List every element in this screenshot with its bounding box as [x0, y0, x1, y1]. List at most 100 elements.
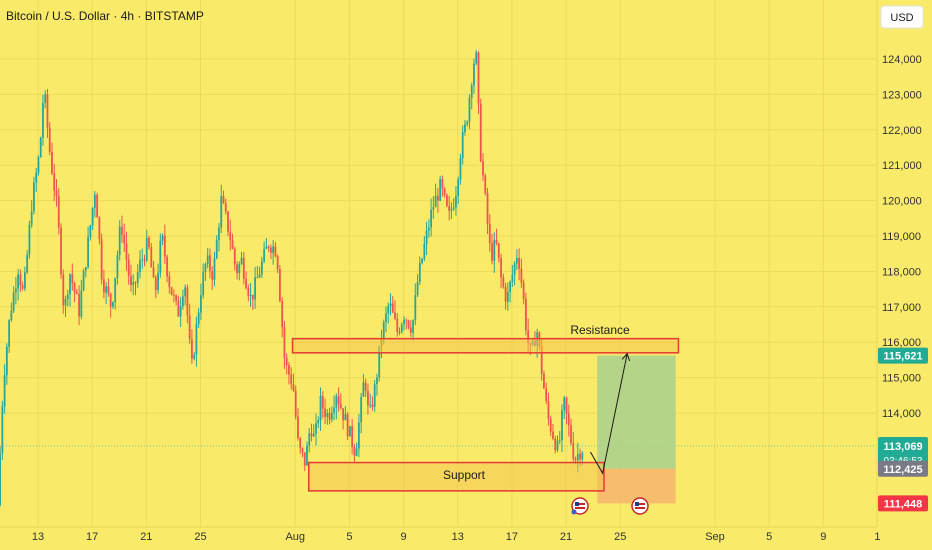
candle-body: [326, 413, 329, 417]
candle-body: [466, 121, 469, 125]
y-tick-label: 117,000: [882, 302, 921, 314]
candle-body: [554, 438, 557, 450]
candle-body: [73, 283, 76, 293]
candle-body: [461, 132, 464, 159]
candle-body: [509, 281, 511, 292]
candle-body: [161, 235, 164, 241]
candles: [0, 49, 584, 507]
candle-body: [567, 413, 570, 426]
candle-body: [254, 277, 256, 300]
candle-body: [360, 396, 363, 423]
candle-body: [373, 384, 376, 407]
y-tick-label: 115,000: [882, 373, 921, 385]
candle-body: [21, 285, 24, 289]
candle-body: [57, 195, 60, 228]
resistance-zone[interactable]: [291, 337, 680, 354]
candle-body: [396, 318, 399, 333]
candle-body: [100, 239, 103, 280]
candle-body: [342, 408, 345, 421]
candle-body: [245, 278, 247, 289]
candle-body: [500, 258, 502, 278]
candle-body: [308, 433, 311, 446]
candle-body: [310, 433, 313, 437]
candle-body: [197, 312, 200, 324]
currency-button[interactable]: USD: [880, 5, 924, 29]
candle-body: [102, 279, 105, 293]
stop-price-tag-text: 111,448: [884, 498, 923, 510]
candle-body: [448, 205, 451, 211]
candle-body: [303, 452, 306, 466]
candle-body: [91, 207, 94, 226]
candle-body: [387, 306, 390, 314]
target-price-tag: 115,621: [878, 347, 928, 364]
candle-body: [301, 448, 304, 453]
candle-body: [344, 414, 347, 421]
candle-body: [547, 401, 550, 419]
candle-body: [414, 295, 417, 321]
candle-body: [71, 274, 74, 284]
candle-body: [93, 194, 96, 208]
entry-price-tag-text: 112,425: [883, 464, 922, 476]
candle-body: [157, 272, 159, 291]
candle-body: [1, 406, 4, 454]
candle-body: [159, 240, 162, 273]
x-tick-label: 25: [194, 531, 206, 543]
candle-body: [398, 331, 401, 333]
candle-body: [168, 276, 171, 288]
candle-body: [279, 269, 281, 302]
flag-stripe: [575, 503, 585, 505]
y-tick-label: 121,000: [882, 160, 922, 172]
support-zone[interactable]: [308, 461, 605, 492]
candle-body: [497, 243, 500, 259]
candle-body: [527, 330, 530, 344]
candle-body: [200, 295, 202, 313]
candle-body: [394, 312, 396, 319]
candle-body: [148, 237, 150, 248]
candle-body: [62, 274, 65, 306]
candle-body: [28, 224, 31, 255]
candle-body: [112, 302, 114, 307]
candle-body: [211, 271, 214, 280]
candle-body: [540, 346, 543, 374]
candle-body: [520, 268, 523, 283]
candle-body: [482, 161, 484, 176]
candle-body: [186, 287, 189, 316]
candle-body: [87, 237, 89, 268]
candle-body: [285, 357, 288, 366]
candle-body: [220, 196, 223, 228]
candle-body: [141, 259, 144, 261]
candle-body: [477, 52, 480, 104]
x-tick-label: 9: [401, 531, 407, 543]
candle-body: [123, 234, 126, 244]
candle-body: [51, 151, 53, 174]
candle-body: [290, 374, 293, 385]
candle-body: [55, 190, 58, 196]
candle-body: [403, 319, 405, 325]
candle-body: [576, 453, 579, 461]
us-flag-icon[interactable]: [631, 497, 649, 515]
candle-body: [427, 227, 430, 231]
candle-body: [37, 157, 40, 173]
candle-body: [364, 382, 367, 391]
candle-body: [125, 243, 128, 260]
candle-body: [518, 257, 521, 269]
x-tick-label: 17: [506, 531, 518, 543]
candle-body: [409, 327, 412, 333]
candle-body: [267, 246, 270, 248]
x-tick-label: 21: [560, 531, 572, 543]
candle-body: [288, 365, 290, 375]
candle-body: [224, 203, 227, 212]
event-markers: [571, 497, 649, 515]
currency-button-bg[interactable]: [880, 5, 924, 29]
candle-body: [439, 179, 442, 201]
candle-body: [335, 396, 338, 408]
candle-body: [321, 395, 324, 409]
candle-body: [479, 103, 482, 162]
candle-body: [515, 257, 518, 264]
candle-body: [48, 127, 51, 152]
candle-body: [317, 420, 320, 424]
candle-body: [195, 323, 198, 355]
x-tick-label: 25: [614, 531, 626, 543]
